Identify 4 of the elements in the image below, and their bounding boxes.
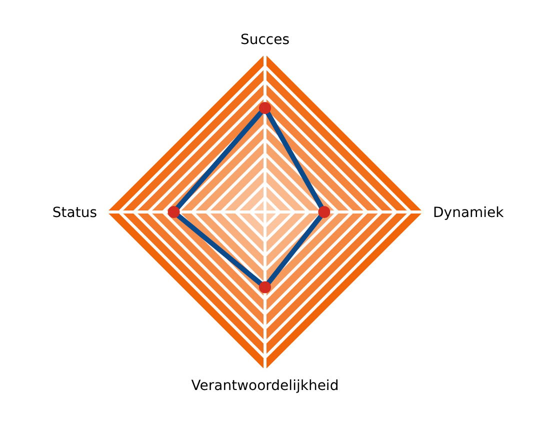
spoke-label: Dynamiek [433,204,505,221]
spoke-label: Verantwoordelijkheid [191,378,339,394]
spoke-label: Status [52,204,97,221]
spoke-label: Succes [240,32,290,48]
